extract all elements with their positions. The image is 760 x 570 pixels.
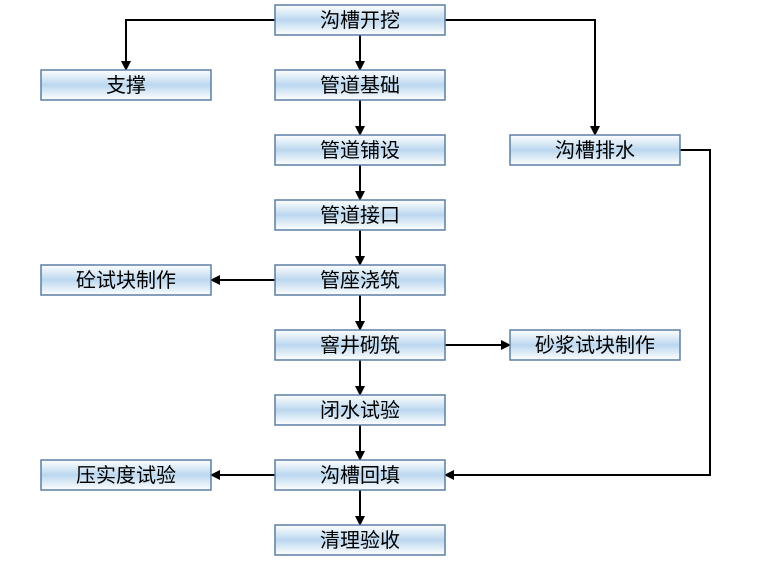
- node-label: 窨井砌筑: [320, 334, 400, 357]
- node-label: 压实度试验: [76, 464, 176, 487]
- node-label: 闭水试验: [320, 399, 400, 422]
- node-n1: 沟槽开挖: [275, 5, 445, 35]
- node-n10: 砂浆试块制作: [510, 330, 680, 360]
- node-n2: 支撑: [41, 70, 211, 100]
- node-label: 支撑: [106, 74, 146, 97]
- node-n7: 砼试块制作: [41, 265, 211, 295]
- node-n5: 沟槽排水: [510, 135, 680, 165]
- node-label: 沟槽回填: [320, 464, 400, 487]
- node-label: 沟槽开挖: [320, 9, 400, 32]
- edge-n1-n2: [126, 20, 275, 70]
- node-label: 管道铺设: [320, 139, 400, 162]
- flowchart-canvas: 沟槽开挖支撑 管道基础管道铺设 沟槽排水管道接口砼试块制作 管座浇筑窨井砌筑 砂浆试块制…: [0, 0, 760, 570]
- edge-n5-n13: [445, 150, 710, 475]
- node-n8: 管座浇筑: [275, 265, 445, 295]
- node-n6: 管道接口: [275, 200, 445, 230]
- edge-n1-n5: [445, 20, 595, 135]
- node-n9: 窨井砌筑: [275, 330, 445, 360]
- node-n14: 清理验收: [275, 525, 445, 555]
- node-n4: 管道铺设: [275, 135, 445, 165]
- node-label: 清理验收: [320, 529, 400, 552]
- nodes-layer: 沟槽开挖支撑 管道基础管道铺设 沟槽排水管道接口砼试块制作 管座浇筑窨井砌筑 砂浆试块制…: [41, 5, 680, 555]
- node-n11: 闭水试验: [275, 395, 445, 425]
- node-label: 砼试块制作: [76, 269, 176, 292]
- node-n3: 管道基础: [275, 70, 445, 100]
- node-n13: 沟槽回填: [275, 460, 445, 490]
- node-label: 砂浆试块制作: [535, 334, 655, 357]
- node-label: 管座浇筑: [320, 269, 400, 292]
- node-label: 沟槽排水: [555, 139, 635, 162]
- node-label: 管道接口: [320, 204, 400, 227]
- node-n12: 压实度试验: [41, 460, 211, 490]
- node-label: 管道基础: [320, 74, 400, 97]
